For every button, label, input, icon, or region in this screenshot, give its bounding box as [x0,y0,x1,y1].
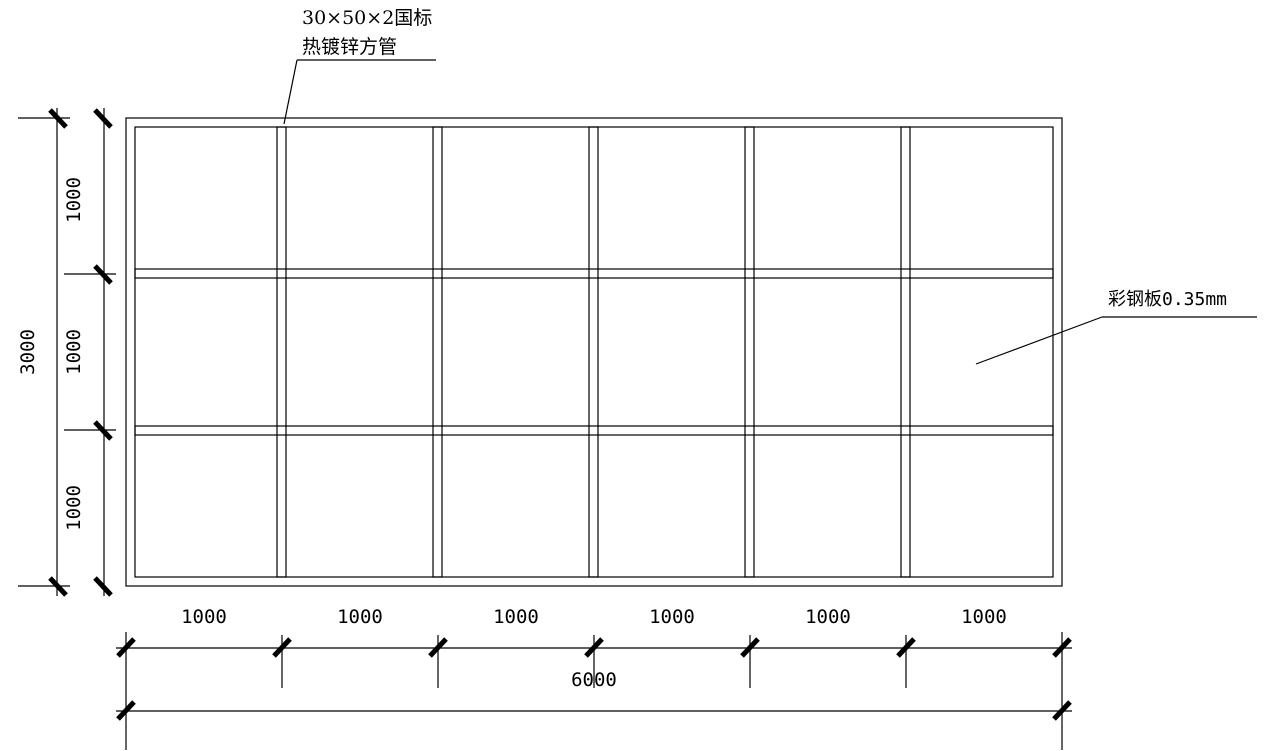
horizontal-tube-2 [134,425,1054,436]
outer-frame [125,117,1063,587]
column-width-4: 1000 [649,606,695,628]
panel-spec-leader [975,316,1257,365]
row-height-1: 1000 [63,177,85,223]
vertical-tube-1 [276,126,287,578]
bottom-dimensions [116,632,1072,750]
column-width-5: 1000 [805,606,851,628]
vertical-tube-2 [432,126,443,578]
total-width: 6000 [571,669,617,691]
column-width-2: 1000 [337,606,383,628]
horizontal-tube-1 [134,268,1054,279]
horizontal-tubes [134,268,1054,436]
tube-spec-line1: 30×50×2国标 [302,7,432,29]
vertical-tubes [276,126,911,578]
vertical-tube-5 [900,126,911,578]
column-width-1: 1000 [181,606,227,628]
vertical-tube-4 [744,126,755,578]
panel-spec-label: 彩钢板0.35mm [1108,289,1227,310]
row-height-3: 1000 [63,485,85,531]
tube-spec-line2: 热镀锌方管 [302,36,397,58]
left-dimensions [18,108,116,597]
row-height-2: 1000 [63,329,85,375]
tube-spec-leader [283,59,436,125]
column-width-3: 1000 [493,606,539,628]
total-height: 3000 [17,329,39,375]
inner-frame [134,126,1054,578]
column-width-6: 1000 [961,606,1007,628]
vertical-tube-3 [588,126,599,578]
